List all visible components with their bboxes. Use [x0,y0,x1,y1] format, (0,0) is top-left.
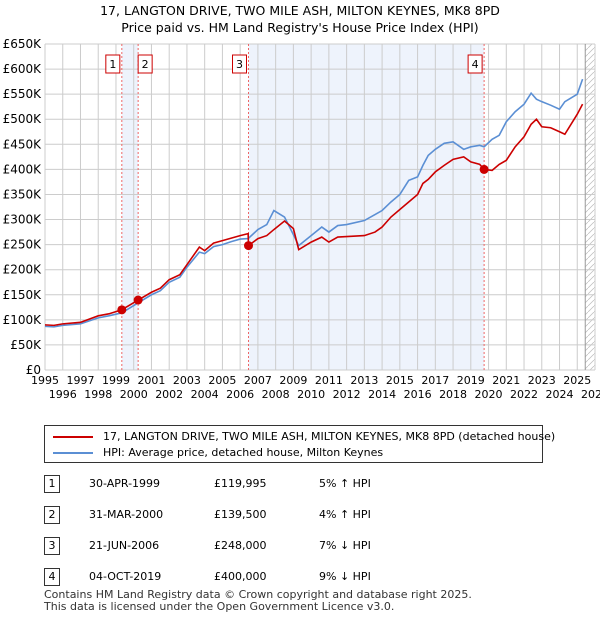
legend: 17, LANGTON DRIVE, TWO MILE ASH, MILTON … [44,425,555,463]
transaction-hpi-delta: 7% ↓ HPI [319,539,371,552]
x-tick-label: 2001 [137,374,165,387]
y-tick-label: £350K [3,187,43,201]
y-tick-label: £100K [3,313,43,327]
chart-subtitle: Price paid vs. HM Land Registry's House … [121,20,479,35]
transaction-number: 3 [44,537,60,555]
transaction-hpi-delta: 4% ↑ HPI [319,508,371,521]
x-tick-label: 2022 [510,388,538,401]
x-tick-label: 2019 [457,374,485,387]
transaction-number: 1 [44,475,60,493]
y-tick-label: £650K [3,37,43,51]
footer-licence: This data is licensed under the Open Gov… [44,600,395,613]
transaction-date: 04-OCT-2019 [89,570,162,583]
transaction-row: 4 04-OCT-2019 £400,000 9% ↓ HPI [44,568,444,586]
sale-point [244,241,253,251]
y-tick-label: £0 [26,363,41,377]
shade-1-2 [121,44,139,370]
transaction-price: £139,500 [214,508,267,521]
y-tick-label: £600K [3,62,43,76]
x-tick-label: 2012 [333,388,361,401]
transaction-hpi-delta: 9% ↓ HPI [319,570,371,583]
x-tick-label: 2020 [475,388,503,401]
x-tick-label: 1997 [66,374,94,387]
legend-swatch-property [53,435,93,438]
x-tick-label: 2023 [528,374,556,387]
sale-point [117,305,127,315]
y-tick-label: £250K [3,238,43,252]
transaction-hpi-delta: 5% ↑ HPI [319,477,371,490]
legend-swatch-hpi [53,451,93,454]
x-tick-label: 2017 [421,374,449,387]
x-tick-label: 2014 [368,388,396,401]
x-tick-label: 2008 [262,388,290,401]
sale-point [479,164,489,174]
footer: Contains HM Land Registry data © Crown c… [44,589,472,613]
transaction-row: 2 31-MAR-2000 £139,500 4% ↑ HPI [44,506,444,524]
sale-badge-box [467,54,483,74]
sale-badge-box [137,54,153,74]
transaction-price: £400,000 [214,570,267,583]
x-tick-label: 2011 [315,374,343,387]
y-tick-label: £550K [3,87,43,101]
x-tick-label: 2000 [120,388,148,401]
future-hatch [585,44,595,370]
hpi-line [44,78,584,328]
x-tick-label: 2025 [563,374,591,387]
x-tick-label: 2003 [173,374,201,387]
x-tick-label: 2004 [191,388,219,401]
y-tick-label: £400K [3,162,43,176]
y-tick-label: £300K [3,213,43,227]
x-tick-label: 1999 [102,374,130,387]
transaction-number: 2 [44,506,60,524]
x-tick-label: 2021 [492,374,520,387]
transaction-number: 4 [44,568,60,586]
transaction-date: 30-APR-1999 [89,477,161,490]
x-tick-label: 2005 [208,374,236,387]
shade-3-4 [248,44,485,370]
x-tick-label: 2018 [439,388,467,401]
y-tick-label: £150K [3,288,43,302]
y-tick-label: £450K [3,137,43,151]
transaction-row: 1 30-APR-1999 £119,995 5% ↑ HPI [44,475,444,493]
x-tick-label: 1996 [49,388,77,401]
price-chart: 1995199619971998199920002001200220032004… [3,37,600,401]
x-tick-label: 2006 [226,388,254,401]
y-tick-label: £200K [3,263,43,277]
sale-badge-box [105,54,121,74]
x-tick-label: 2016 [404,388,432,401]
legend-label-hpi: HPI: Average price, detached house, Milt… [103,446,384,459]
x-tick-label: 1998 [84,388,112,401]
y-tick-label: £50K [10,338,42,352]
sale-badge-number: 3 [236,58,243,71]
x-tick-label: 2026 [581,388,600,401]
x-tick-label: 2024 [546,388,574,401]
sale-badge-number: 1 [109,58,116,71]
x-tick-label: 2007 [244,374,272,387]
sale-badge-box [232,54,247,74]
transaction-date: 21-JUN-2006 [89,539,160,552]
footer-copyright: Contains HM Land Registry data © Crown c… [44,588,472,601]
x-tick-label: 2015 [386,374,414,387]
property-price-line [44,103,584,327]
x-tick-label: 2010 [297,388,325,401]
sale-badge-number: 2 [142,58,149,71]
y-tick-label: £500K [3,112,43,126]
x-tick-label: 2009 [279,374,307,387]
x-tick-label: 2002 [155,388,183,401]
sale-point [133,295,143,305]
x-tick-label: 2013 [350,374,378,387]
transaction-row: 3 21-JUN-2006 £248,000 7% ↓ HPI [44,537,444,555]
x-tick-label: 1995 [31,374,59,387]
chart-title: 17, LANGTON DRIVE, TWO MILE ASH, MILTON … [100,3,500,18]
transaction-price: £248,000 [214,539,267,552]
sale-badge-number: 4 [472,58,479,71]
transaction-price: £119,995 [214,477,267,490]
legend-label-property: 17, LANGTON DRIVE, TWO MILE ASH, MILTON … [103,430,556,443]
transaction-date: 31-MAR-2000 [89,508,164,521]
